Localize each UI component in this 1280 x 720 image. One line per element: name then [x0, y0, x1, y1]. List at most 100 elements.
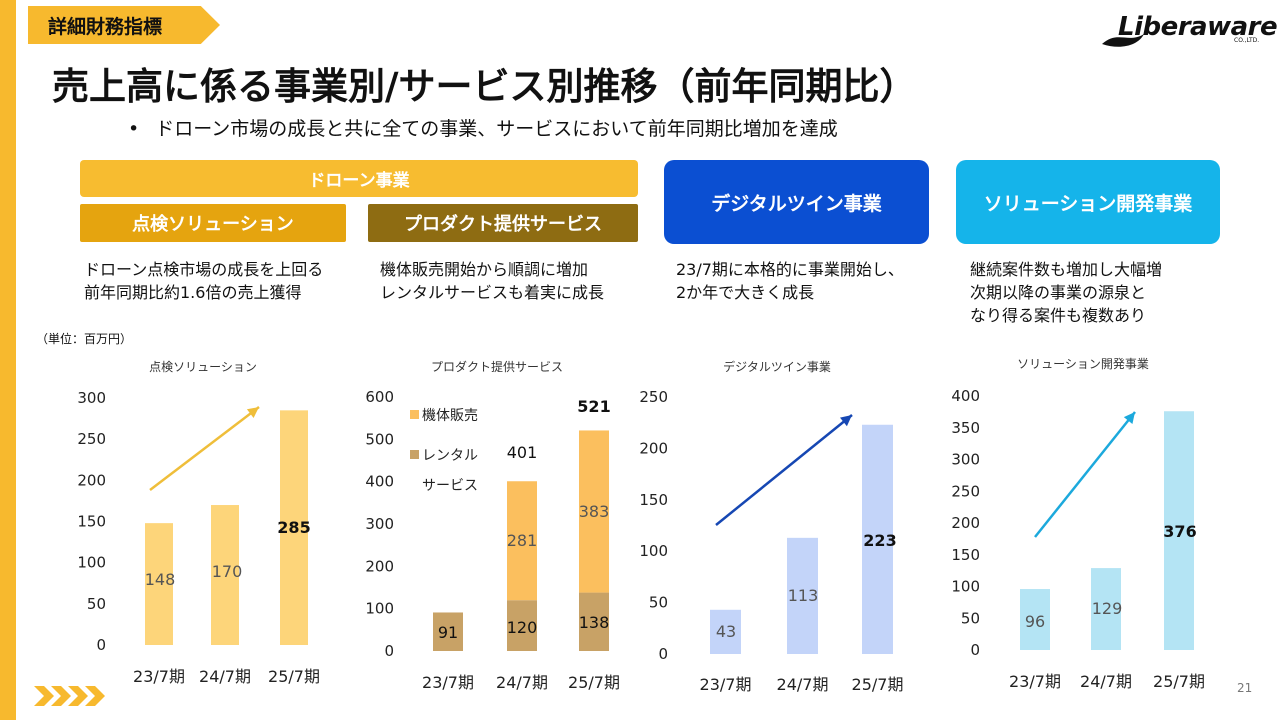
x-category-label: 24/7期	[777, 675, 829, 694]
description-line: 23/7期に本格的に事業開始し、	[676, 260, 904, 279]
y-tick-label: 50	[961, 609, 980, 627]
x-category-label: 25/7期	[568, 673, 620, 692]
bar-segment-machine	[507, 481, 537, 601]
description-line: 2か年で大きく成長	[676, 283, 815, 302]
data-label-rental: 120	[507, 618, 538, 637]
x-category-label: 23/7期	[1009, 672, 1061, 691]
data-label: 223	[863, 531, 896, 550]
segment-header-solution: ソリューション開発事業	[956, 160, 1220, 244]
company-logo-icon	[1102, 34, 1144, 47]
chart-title: 点検ソリューション	[149, 360, 257, 374]
y-tick-label: 50	[649, 594, 668, 612]
description-line: 次期以降の事業の源泉と	[970, 283, 1147, 302]
x-category-label: 23/7期	[700, 675, 752, 694]
summary-bullet: • ドローン市場の成長と共に全ての事業、サービスにおいて前年同期比増加を達成	[128, 114, 838, 141]
page-title: 売上高に係る事業別/サービス別推移（前年同期比）	[52, 65, 917, 108]
y-tick-label: 100	[77, 554, 106, 572]
bar	[1020, 589, 1050, 650]
bar-segment-rental	[433, 612, 463, 651]
segment-header-product: プロダクト提供サービス	[368, 204, 638, 242]
chart-title: デジタルツイン事業	[723, 359, 831, 374]
data-label: 285	[277, 518, 310, 537]
chart-title: ソリューション開発事業	[1017, 357, 1149, 371]
y-tick-label: 0	[658, 645, 668, 663]
section-tag-label: 詳細財務指標	[48, 16, 163, 38]
y-tick-label: 200	[639, 439, 668, 457]
company-logo-text: Liberaware	[1118, 12, 1278, 42]
company-logo-subtext: CO.,LTD.	[1234, 37, 1260, 44]
bar	[1091, 568, 1121, 650]
description-line: 機体販売開始から順調に増加	[380, 260, 589, 279]
description-solution: 継続案件数も増加し大幅増 次期以降の事業の源泉と なり得る案件も複数あり	[970, 258, 1162, 327]
y-tick-label: 200	[77, 471, 106, 489]
x-category-label: 24/7期	[1080, 672, 1132, 691]
bar	[1164, 411, 1194, 650]
segment-header-inspection: 点検ソリューション	[80, 204, 346, 242]
data-label-rental: 91	[438, 623, 458, 642]
bar-segment-rental	[507, 600, 537, 651]
legend-label-rental: サービス	[422, 478, 478, 494]
y-tick-label: 250	[77, 430, 106, 448]
x-category-label: 25/7期	[1153, 672, 1205, 691]
y-tick-label: 500	[365, 430, 394, 448]
bar	[280, 410, 308, 645]
x-category-label: 23/7期	[133, 667, 185, 686]
trend-arrow-line	[149, 406, 260, 491]
data-label: 170	[212, 562, 243, 581]
y-tick-label: 0	[970, 641, 980, 659]
data-label-total: 401	[507, 443, 538, 462]
y-tick-label: 200	[951, 514, 980, 532]
bar	[145, 523, 173, 645]
data-label: 96	[1025, 612, 1045, 631]
y-tick-label: 50	[87, 595, 106, 613]
unit-label: （単位：百万円）	[36, 332, 133, 346]
chart-title: プロダクト提供サービス	[431, 359, 563, 374]
y-tick-label: 100	[365, 600, 394, 618]
y-tick-label: 150	[639, 491, 668, 509]
trend-arrow-head-icon	[1123, 412, 1135, 425]
data-label: 376	[1163, 522, 1196, 541]
description-line: 前年同期比約1.6倍の売上獲得	[84, 283, 302, 302]
section-tag: 詳細財務指標	[28, 6, 220, 44]
x-category-label: 24/7期	[199, 667, 251, 686]
legend-label-machine: 機体販売	[422, 408, 478, 424]
y-tick-label: 600	[365, 388, 394, 406]
y-tick-label: 250	[951, 482, 980, 500]
description-line: レンタルサービスも着実に成長	[380, 283, 605, 302]
summary-text: ドローン市場の成長と共に全ての事業、サービスにおいて前年同期比増加を達成	[155, 118, 838, 140]
x-category-label: 25/7期	[268, 667, 320, 686]
data-label: 148	[145, 570, 176, 589]
x-category-label: 24/7期	[496, 673, 548, 692]
trend-arrow-head-icon	[246, 407, 259, 419]
page-number: 21	[1237, 681, 1253, 695]
left-accent-bar	[0, 0, 16, 720]
y-tick-label: 300	[365, 515, 394, 533]
data-label-machine: 383	[579, 502, 610, 521]
trend-arrow-line	[1034, 411, 1136, 538]
bar	[211, 505, 239, 645]
chevron-decoration-icon	[34, 686, 105, 706]
data-label: 43	[716, 622, 736, 641]
y-tick-label: 150	[951, 546, 980, 564]
legend-swatch-rental	[410, 450, 419, 459]
y-tick-label: 100	[639, 542, 668, 560]
description-inspection: ドローン点検市場の成長を上回る 前年同期比約1.6倍の売上獲得	[84, 258, 323, 304]
y-tick-label: 200	[365, 557, 394, 575]
description-line: 継続案件数も増加し大幅増	[970, 260, 1163, 279]
data-label: 113	[788, 586, 819, 605]
description-product: 機体販売開始から順調に増加 レンタルサービスも着実に成長	[380, 258, 604, 304]
bar-segment-rental	[579, 592, 609, 651]
y-tick-label: 300	[77, 389, 106, 407]
description-line: なり得る案件も複数あり	[970, 306, 1147, 325]
bar-segment-machine	[579, 430, 609, 593]
y-tick-label: 0	[384, 642, 394, 660]
y-tick-label: 400	[951, 387, 980, 405]
y-tick-label: 150	[77, 513, 106, 531]
trend-arrow-head-icon	[839, 415, 852, 427]
data-label-machine: 281	[507, 531, 538, 550]
data-label: 129	[1092, 599, 1123, 618]
y-tick-label: 250	[639, 388, 668, 406]
segment-header-drone: ドローン事業	[80, 160, 638, 197]
bar	[787, 537, 818, 654]
